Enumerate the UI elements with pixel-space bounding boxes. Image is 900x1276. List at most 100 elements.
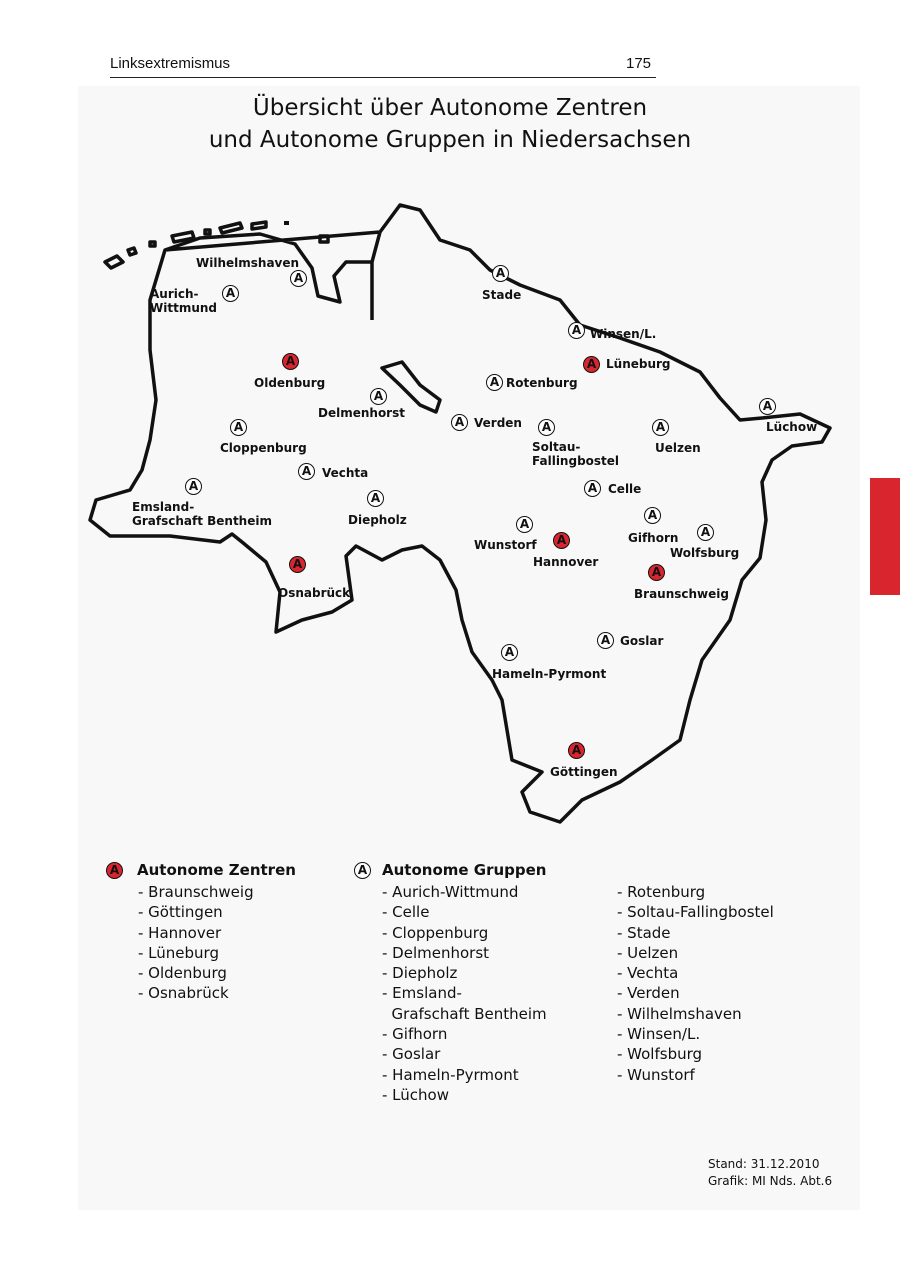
place-label: Diepholz: [348, 513, 407, 527]
place-label: Cloppenburg: [220, 441, 307, 455]
place-name: Wunstorf: [474, 538, 537, 552]
legend-item: - Aurich-Wittmund: [382, 883, 519, 901]
legend-gruppen-list-1: - Aurich-Wittmund - Celle - Cloppenburg - D…: [382, 882, 547, 1105]
dümmer-lake: [380, 360, 442, 414]
legend-item: - Celle: [382, 903, 430, 922]
autonome-gruppe-marker-icon: A: [492, 265, 509, 282]
running-header-section: Linksextremismus: [110, 55, 231, 72]
place-label: Wilhelmshaven: [196, 256, 299, 270]
gruppe-legend-icon: A: [354, 862, 371, 879]
place-name: Verden: [474, 416, 522, 430]
place-name: Hameln-Pyrmont: [492, 667, 607, 681]
legend-item: - Wilhelmshaven: [617, 1004, 742, 1023]
place-name: Celle: [608, 482, 642, 496]
place-name: Stade: [482, 288, 522, 302]
legend-item: - Lüchow: [382, 1085, 449, 1104]
page-number: 175: [626, 55, 652, 72]
legend-item: - Rotenburg: [617, 883, 706, 901]
legend-item: - Diepholz: [382, 964, 458, 983]
place-name: Winsen/L.: [590, 327, 657, 341]
autonomes-zentrum-marker-icon: A: [568, 742, 585, 759]
title-line-2: und Autonome Gruppen in Niedersachsen: [208, 127, 692, 153]
legend-item: - Oldenburg: [138, 964, 227, 983]
state-border: [88, 203, 832, 824]
autonomes-zentrum-marker-icon: A: [583, 356, 600, 373]
place-label: Wolfsburg: [670, 546, 739, 560]
autonome-gruppe-marker-icon: A: [185, 478, 202, 495]
autonome-gruppe-marker-icon: A: [367, 490, 384, 507]
place-label: Goslar: [620, 634, 663, 648]
autonome-gruppe-marker-icon: A: [568, 322, 585, 339]
place-label: Wunstorf: [474, 538, 537, 552]
legend-item: - Delmenhorst: [382, 943, 490, 962]
zentrum-legend-icon: A: [106, 862, 123, 879]
place-label: Braunschweig: [634, 587, 729, 601]
autonome-gruppe-marker-icon: A: [697, 524, 714, 541]
legend-item: - Cloppenburg: [382, 923, 489, 942]
legend-item: - Winsen/L.: [617, 1025, 701, 1044]
place-label: Celle: [608, 482, 641, 496]
legend-gruppen-list-2: - Rotenburg - Soltau-Fallingbostel - Stade…: [617, 882, 774, 1085]
place-name: Braunschweig: [634, 587, 729, 601]
place-label: Uelzen: [655, 441, 701, 455]
autonome-gruppe-marker-icon: A: [501, 644, 518, 661]
credits: Stand: 31.12.2010 Grafik: MI Nds. Abt.6: [708, 1156, 832, 1190]
island-7: [250, 220, 268, 231]
place-name: Delmenhorst: [318, 406, 405, 420]
place-name: Emsland-: [132, 500, 195, 514]
autonome-gruppe-marker-icon: A: [486, 374, 503, 391]
legend-item: - Lüneburg: [138, 943, 219, 962]
place-name: Wolfsburg: [670, 546, 740, 560]
legend-item: - Hameln-Pyrmont: [382, 1065, 519, 1084]
autonome-gruppe-marker-icon: A: [652, 419, 669, 436]
legend-item: - Uelzen: [617, 943, 679, 962]
autonome-gruppe-marker-icon: A: [222, 285, 239, 302]
autonomes-zentrum-marker-icon: A: [289, 556, 306, 573]
place-label: Lüneburg: [606, 357, 671, 371]
place-label: Soltau- Fallingbostel: [532, 440, 619, 468]
island-4: [170, 230, 196, 244]
header-rule: [110, 77, 656, 78]
map-title: Übersicht über Autonome Zentren und Auto…: [0, 92, 900, 156]
place-name: Diepholz: [348, 513, 407, 527]
legend-item: Grafschaft Bentheim: [382, 1004, 547, 1023]
title-line-1: Übersicht über Autonome Zentren: [252, 95, 648, 121]
place-name: Cloppenburg: [220, 441, 307, 455]
place-name: Lüchow: [766, 420, 818, 434]
island-6: [218, 221, 244, 235]
island-9: [284, 221, 289, 225]
place-label: Aurich- Wittmund: [150, 287, 217, 315]
autonome-gruppe-marker-icon: A: [538, 419, 555, 436]
autonome-gruppe-marker-icon: A: [759, 398, 776, 415]
place-label: Hameln-Pyrmont: [492, 667, 606, 681]
legend-gruppen-title: Autonome Gruppen: [382, 861, 547, 879]
legend-item: - Vechta: [617, 964, 679, 983]
autonomes-zentrum-marker-icon: A: [553, 532, 570, 549]
place-name: Lüneburg: [606, 357, 671, 371]
place-name: Goslar: [620, 634, 664, 648]
place-name: Göttingen: [550, 765, 618, 779]
place-name: Oldenburg: [254, 376, 326, 390]
place-name-line2: Grafschaft Bentheim: [132, 514, 272, 528]
autonome-gruppe-marker-icon: A: [370, 388, 387, 405]
island-8: [318, 234, 330, 244]
place-label: Emsland- Grafschaft Bentheim: [132, 500, 272, 528]
place-label: Delmenhorst: [318, 406, 405, 420]
place-label: Stade: [482, 288, 521, 302]
island-1: [103, 254, 125, 270]
place-name: Osnabrück: [278, 586, 351, 600]
legend-zentren-title: Autonome Zentren: [137, 861, 296, 879]
place-name-line2: Wittmund: [150, 301, 218, 315]
legend-item: - Osnabrück: [138, 984, 229, 1003]
island-3: [148, 240, 157, 248]
place-label: Rotenburg: [506, 376, 578, 390]
chapter-tab-marker: [870, 478, 900, 595]
place-label: Gifhorn: [628, 531, 678, 545]
autonome-gruppe-marker-icon: A: [644, 507, 661, 524]
place-label: Lüchow: [766, 420, 817, 434]
legend-item: - Soltau-Fallingbostel: [617, 903, 774, 922]
autonomes-zentrum-marker-icon: A: [282, 353, 299, 370]
place-label: Osnabrück: [278, 586, 350, 600]
place-name-line2: Fallingbostel: [532, 454, 620, 468]
